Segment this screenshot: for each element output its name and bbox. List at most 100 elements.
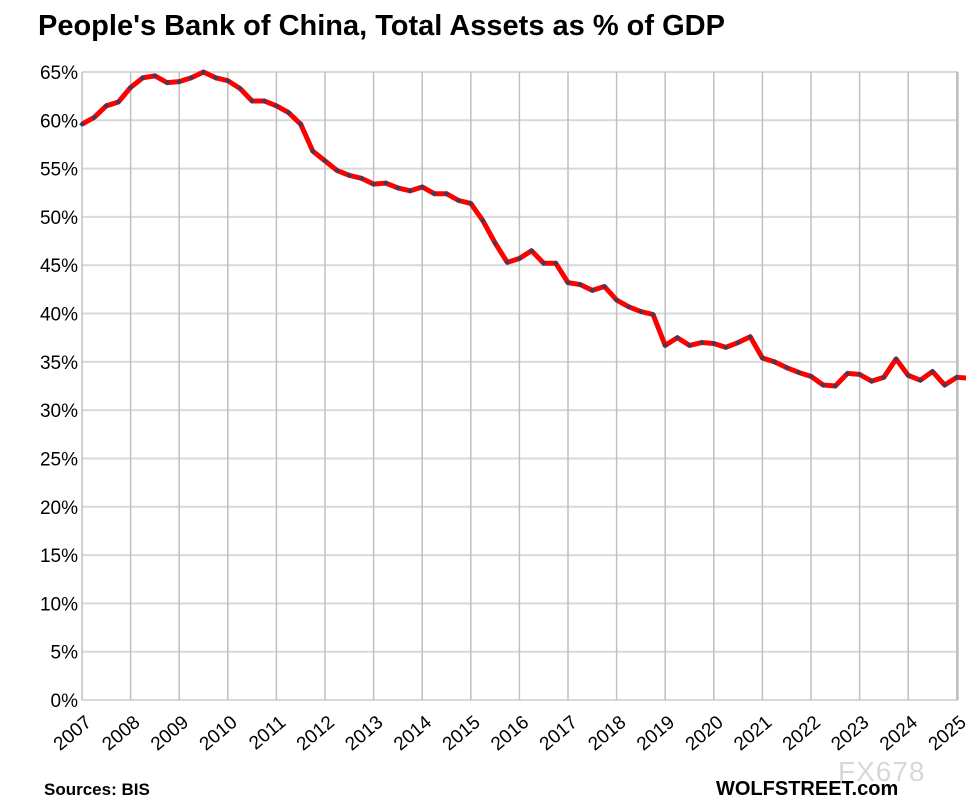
x-tick-label: 2009 [147, 712, 193, 755]
data-point [929, 368, 936, 375]
x-tick-label: 2025 [925, 712, 966, 755]
data-point [893, 356, 899, 362]
data-point [577, 281, 583, 288]
data-point [516, 255, 523, 262]
data-point [176, 78, 182, 85]
data-point [674, 334, 681, 341]
data-point [589, 287, 596, 294]
x-tick-label: 2020 [682, 712, 728, 755]
data-point [334, 167, 340, 174]
data-point [188, 74, 195, 81]
y-tick-label: 65% [40, 63, 78, 84]
brand-label: WOLFSTREET.com [716, 778, 899, 800]
y-tick-label: 60% [40, 111, 78, 132]
data-point [844, 370, 851, 377]
x-tick-label: 2012 [293, 712, 339, 755]
x-tick-label: 2021 [730, 712, 776, 755]
watermark: FX678 [838, 756, 926, 787]
data-point [905, 372, 911, 379]
x-tick-label: 2024 [876, 712, 922, 756]
data-point [164, 79, 170, 86]
data-point [261, 98, 268, 104]
data-point [662, 342, 668, 349]
data-point [917, 377, 924, 384]
data-point [431, 190, 438, 197]
data-point [735, 339, 741, 346]
x-tick-label: 2007 [50, 712, 96, 755]
data-point [820, 382, 826, 388]
data-point [698, 339, 705, 346]
data-point [771, 359, 778, 365]
data-point [346, 172, 353, 179]
data-point [79, 121, 85, 127]
data-point [297, 121, 304, 127]
y-tick-label: 50% [40, 208, 78, 229]
data-point [103, 103, 110, 109]
data-point [358, 175, 365, 182]
x-tick-label: 2018 [584, 712, 630, 755]
data-point [322, 158, 328, 164]
x-tick-label: 2013 [341, 712, 387, 755]
data-point [856, 371, 863, 378]
data-point [638, 308, 644, 315]
chart-title: People's Bank of China, Total Assets as … [38, 10, 725, 42]
data-point [881, 374, 887, 381]
data-point [553, 260, 559, 267]
y-tick-label: 45% [40, 256, 78, 277]
data-point [419, 184, 425, 190]
data-point [808, 373, 814, 380]
data-point [407, 188, 413, 194]
data-point [115, 99, 122, 105]
data-point [783, 364, 790, 371]
data-point [370, 181, 377, 187]
data-point [225, 77, 231, 84]
x-tick-label: 2019 [633, 712, 679, 755]
source-note: Sources: BIS [44, 780, 150, 799]
y-tick-label: 15% [40, 546, 78, 567]
x-tick-label: 2011 [245, 712, 290, 754]
data-point [954, 374, 960, 381]
x-tick-label: 2016 [487, 712, 533, 755]
series-line [80, 69, 966, 389]
data-point [492, 240, 498, 246]
x-tick-label: 2017 [536, 712, 582, 755]
y-tick-label: 35% [40, 353, 78, 374]
data-point [237, 85, 243, 92]
y-tick-label: 40% [40, 305, 78, 326]
data-point [625, 303, 632, 310]
y-tick-label: 20% [40, 498, 78, 519]
y-tick-label: 55% [40, 160, 78, 181]
data-point [601, 283, 608, 290]
data-point [249, 98, 255, 104]
y-tick-label: 5% [51, 643, 79, 664]
x-tick-label: 2023 [827, 712, 873, 755]
data-point [540, 260, 547, 267]
data-point [395, 185, 401, 191]
data-point [152, 73, 158, 79]
data-point [285, 109, 292, 116]
data-point [747, 333, 754, 340]
data-point [868, 378, 875, 384]
x-tick-label: 2015 [439, 712, 485, 755]
data-point [723, 344, 729, 351]
x-tick-label: 2014 [390, 712, 436, 756]
data-point [613, 297, 620, 303]
data-point [212, 74, 219, 81]
data-point [650, 311, 656, 318]
y-tick-label: 30% [40, 401, 78, 422]
x-tick-label: 2010 [196, 712, 242, 755]
data-point [504, 259, 511, 266]
data-point [139, 74, 146, 81]
data-point [941, 382, 948, 388]
data-point [759, 355, 766, 361]
data-point [796, 369, 802, 376]
data-point [468, 200, 474, 207]
data-point [565, 279, 571, 286]
y-tick-label: 25% [40, 449, 78, 470]
data-point [310, 148, 316, 155]
data-point [455, 197, 462, 204]
data-point [200, 69, 207, 75]
x-tick-label: 2008 [98, 712, 144, 755]
data-point [382, 180, 389, 186]
y-tick-label: 10% [40, 594, 78, 615]
